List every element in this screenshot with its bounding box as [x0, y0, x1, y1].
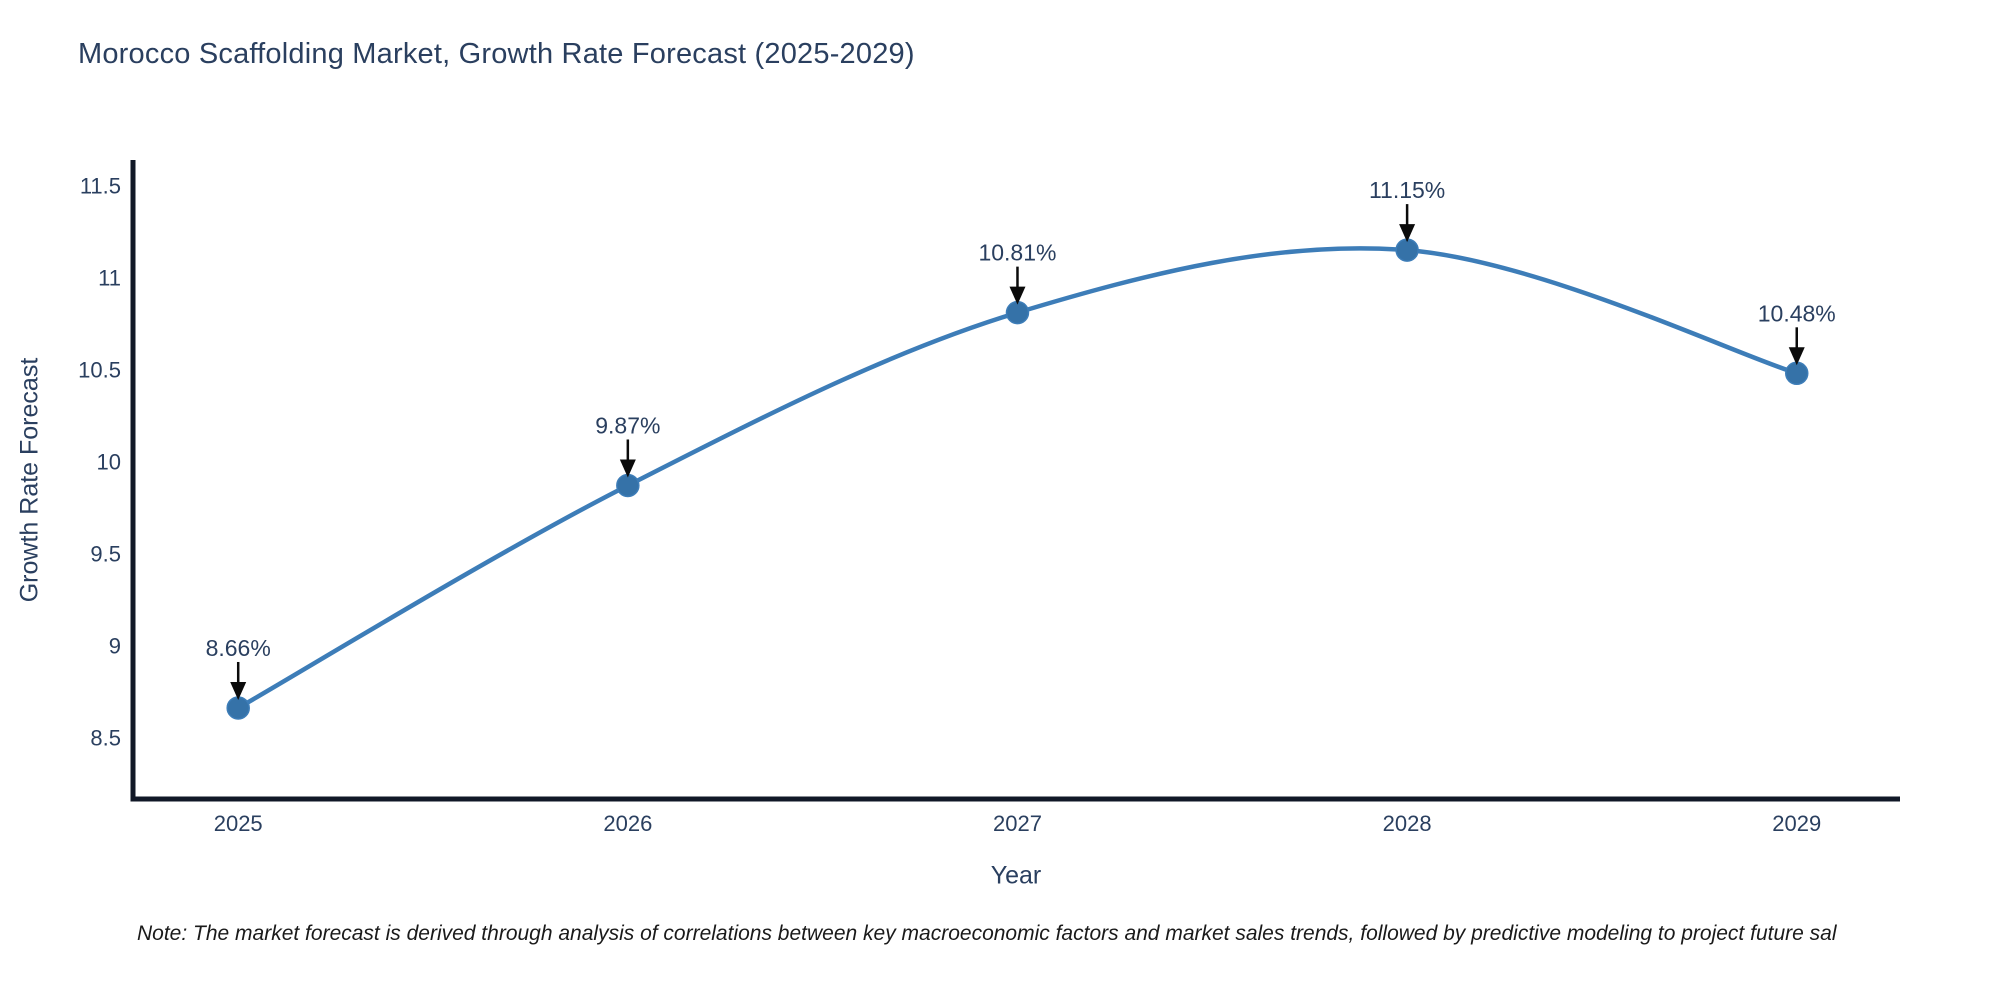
- y-tick-label: 11: [98, 266, 121, 291]
- annotation-arrow-head: [1788, 347, 1805, 366]
- point-label: 10.48%: [1758, 300, 1836, 326]
- x-tick-label: 2027: [993, 811, 1042, 836]
- x-tick-label: 2025: [214, 811, 263, 836]
- chart-title: Morocco Scaffolding Market, Growth Rate …: [78, 38, 915, 70]
- y-tick-label: 8.5: [90, 725, 121, 750]
- y-tick-label: 9: [109, 633, 121, 658]
- data-point: [616, 473, 640, 498]
- axis-lines: [130, 160, 1900, 802]
- y-tick-label: 10: [97, 450, 121, 475]
- y-tick-label: 10.5: [78, 358, 121, 383]
- annotation-arrow-head: [619, 459, 636, 478]
- annotation-arrow-head: [1009, 286, 1026, 305]
- point-label: 8.66%: [206, 635, 271, 661]
- y-tick-label: 11.5: [80, 174, 121, 199]
- x-tick-label: 2026: [603, 811, 652, 836]
- data-point: [1005, 300, 1030, 325]
- x-tick-label: 2029: [1772, 811, 1821, 836]
- annotation-arrow-head: [230, 681, 247, 700]
- point-label: 10.81%: [978, 240, 1056, 266]
- data-point: [1395, 238, 1419, 262]
- data-point: [1784, 361, 1809, 386]
- y-tick-label: 9.5: [90, 542, 121, 567]
- x-tick-label: 2028: [1383, 811, 1432, 836]
- x-axis-title: Year: [990, 861, 1042, 890]
- point-label: 11.15%: [1369, 177, 1445, 203]
- point-label: 9.87%: [595, 412, 660, 438]
- y-axis-title: Growth Rate Forecast: [15, 357, 44, 603]
- annotation-arrow-head: [1399, 224, 1416, 243]
- data-point: [226, 696, 250, 720]
- footnote: Note: The market forecast is derived thr…: [137, 922, 1837, 945]
